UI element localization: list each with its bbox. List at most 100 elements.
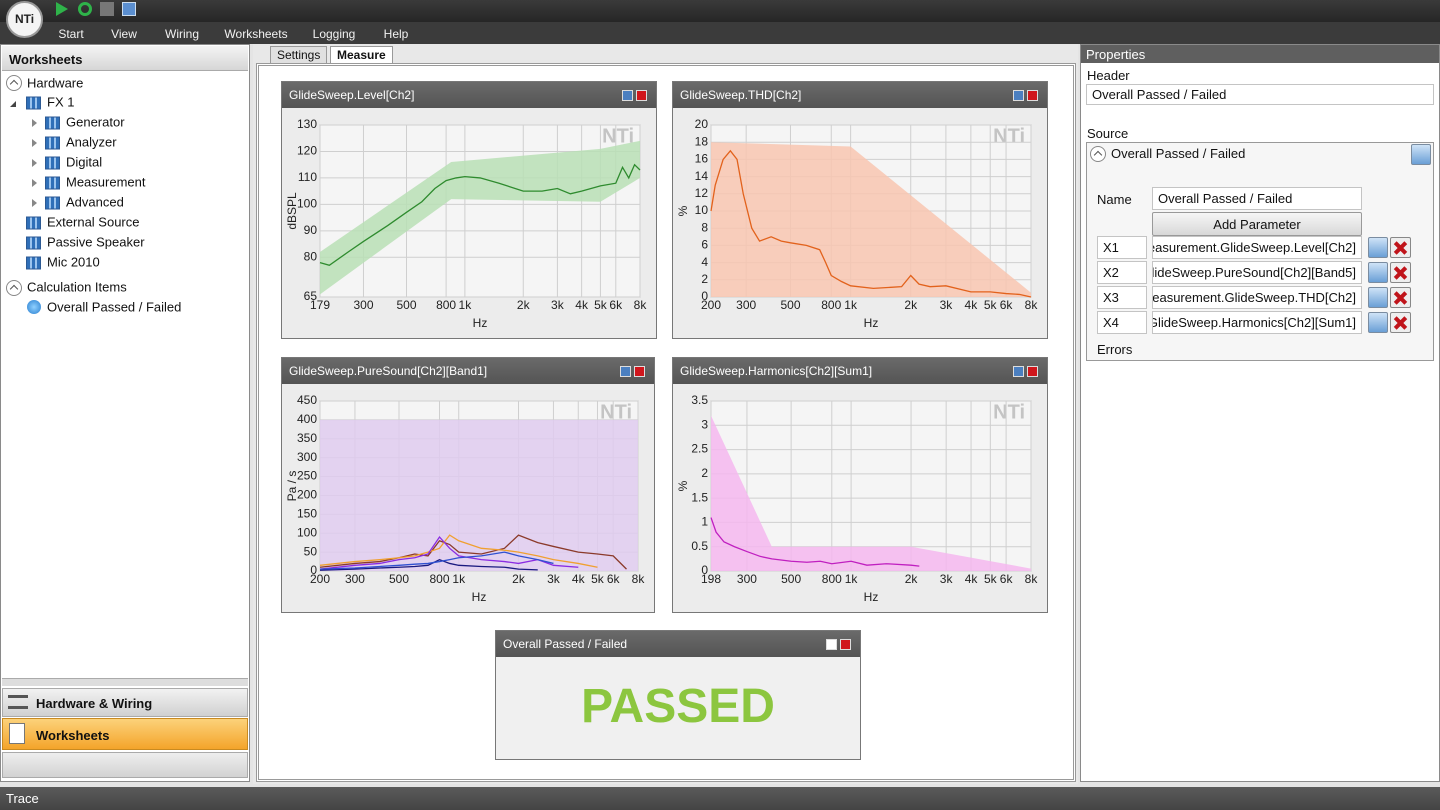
- x-tick-label: 6k: [609, 298, 623, 312]
- remove-button[interactable]: [1390, 237, 1411, 258]
- nav-overflow[interactable]: [2, 752, 248, 778]
- tree-item[interactable]: Advanced: [66, 194, 124, 210]
- menu-item[interactable]: Logging: [312, 27, 356, 41]
- close-button[interactable]: [1027, 90, 1038, 101]
- text-input[interactable]: Overall Passed / Failed: [1152, 187, 1362, 210]
- x-tick-label: 8k: [632, 572, 646, 586]
- parameter-value[interactable]: Measurement.GlideSweep.Level[Ch2]: [1152, 236, 1362, 259]
- edit-button[interactable]: [1368, 237, 1388, 258]
- edit-button[interactable]: [1368, 262, 1388, 283]
- tree-item[interactable]: Generator: [66, 114, 125, 130]
- tree-item[interactable]: Mic 2010: [47, 254, 100, 270]
- y-tick-label: 2: [701, 272, 708, 286]
- x-tick-label: 2k: [512, 572, 526, 586]
- nav-icon: [9, 723, 25, 744]
- x-tick-label: 1k: [452, 572, 466, 586]
- menu-item[interactable]: Start: [58, 27, 84, 41]
- tree-item[interactable]: FX 1: [47, 94, 75, 110]
- series-line: [319, 551, 554, 570]
- edit-button[interactable]: [1368, 312, 1388, 333]
- stop-button[interactable]: [100, 2, 114, 16]
- close-button[interactable]: [634, 366, 645, 377]
- y-tick-label: 12: [695, 186, 709, 200]
- parameter-text: Measurement.GlideSweep.Level[Ch2]: [1152, 240, 1356, 255]
- tree-icon: [26, 216, 41, 230]
- series-line: [319, 163, 641, 266]
- tree-item[interactable]: Passive Speaker: [47, 234, 145, 250]
- collapse-toggle[interactable]: [6, 75, 22, 91]
- parameter-value[interactable]: GlideSweep.Harmonics[Ch2][Sum1]: [1152, 311, 1362, 334]
- close-button[interactable]: [1027, 366, 1038, 377]
- nav-button[interactable]: Worksheets: [2, 718, 248, 750]
- x-tick-label: 500: [396, 298, 416, 312]
- y-tick-label: 1: [701, 515, 708, 529]
- report-button[interactable]: [122, 2, 136, 16]
- y-tick-label: 80: [304, 249, 318, 263]
- y-tick-label: 18: [695, 134, 709, 148]
- y-tick-label: 50: [304, 544, 318, 558]
- menu-item[interactable]: View: [111, 27, 137, 41]
- chart-panel: GlideSweep.Harmonics[Ch2][Sum1] NTi 198 30…: [672, 357, 1048, 613]
- x-tick-label: 5k: [984, 572, 998, 586]
- restore-button[interactable]: [826, 639, 837, 650]
- text-input[interactable]: Overall Passed / Failed: [1086, 84, 1434, 105]
- tree-item[interactable]: Measurement: [66, 174, 146, 190]
- parameter-value[interactable]: Measurement.GlideSweep.THD[Ch2]: [1152, 286, 1362, 309]
- restore-button[interactable]: [620, 366, 631, 377]
- watermark: NTi: [602, 125, 634, 147]
- left-panel: [0, 44, 250, 782]
- remove-button[interactable]: [1390, 312, 1411, 333]
- parameter-value[interactable]: GlideSweep.PureSound[Ch2][Band5]: [1152, 261, 1362, 284]
- nav-button[interactable]: Hardware & Wiring: [2, 688, 248, 717]
- x-axis-label: Hz: [864, 590, 879, 604]
- run-button[interactable]: [56, 2, 68, 16]
- y-tick-label: 250: [297, 469, 317, 483]
- refresh-button[interactable]: [78, 2, 92, 16]
- tree-icon: [26, 236, 41, 250]
- close-button[interactable]: [636, 90, 647, 101]
- collapse-toggle[interactable]: [6, 280, 22, 296]
- tri: [32, 179, 37, 187]
- x-tick-label: 3k: [940, 572, 954, 586]
- watermark: NTi: [600, 401, 632, 423]
- x-tick-label: 500: [389, 572, 409, 586]
- tab[interactable]: Measure: [330, 46, 393, 63]
- tree-item[interactable]: Hardware: [27, 75, 84, 91]
- x-axis-label: Hz: [473, 316, 488, 330]
- y-tick-label: 20: [695, 117, 709, 131]
- remove-button[interactable]: [1390, 262, 1411, 283]
- add-parameter-button[interactable]: Add Parameter: [1152, 212, 1362, 236]
- tree-item[interactable]: External Source: [47, 214, 140, 230]
- limit-band: [320, 419, 638, 571]
- x-axis-label: Hz: [864, 316, 879, 330]
- limit-band: [711, 142, 1031, 297]
- parameter-key: X3: [1097, 286, 1147, 309]
- collapse-toggle[interactable]: [1090, 146, 1106, 162]
- restore-button[interactable]: [622, 90, 633, 101]
- x-tick-label: 2k: [905, 572, 919, 586]
- y-tick-label: 110: [298, 170, 317, 184]
- topbar: [0, 0, 1440, 22]
- x-tick-label: 4k: [965, 298, 979, 312]
- tree-item[interactable]: Calculation Items: [27, 279, 127, 295]
- remove-button[interactable]: [1390, 287, 1411, 308]
- tree-item[interactable]: Analyzer: [66, 134, 117, 150]
- menu-item[interactable]: Wiring: [164, 27, 200, 41]
- y-tick-label: 300: [297, 450, 317, 464]
- watermark: NTi: [993, 125, 1025, 147]
- restore-button[interactable]: [1013, 90, 1024, 101]
- edit-button[interactable]: [1411, 144, 1431, 165]
- y-tick-label: 65: [304, 289, 318, 303]
- menu-item[interactable]: Help: [383, 27, 409, 41]
- restore-button[interactable]: [1013, 366, 1024, 377]
- edit-button[interactable]: [1368, 287, 1388, 308]
- logo[interactable]: NTi: [6, 1, 43, 38]
- splitter: [2, 678, 248, 686]
- tree-item[interactable]: Digital: [66, 154, 103, 170]
- menu-item[interactable]: Worksheets: [224, 27, 288, 41]
- tree-item[interactable]: Overall Passed / Failed: [47, 299, 182, 315]
- tab[interactable]: Settings: [270, 46, 328, 63]
- close-button[interactable]: [840, 639, 851, 650]
- parameter-text: GlideSweep.PureSound[Ch2][Band5]: [1152, 265, 1356, 280]
